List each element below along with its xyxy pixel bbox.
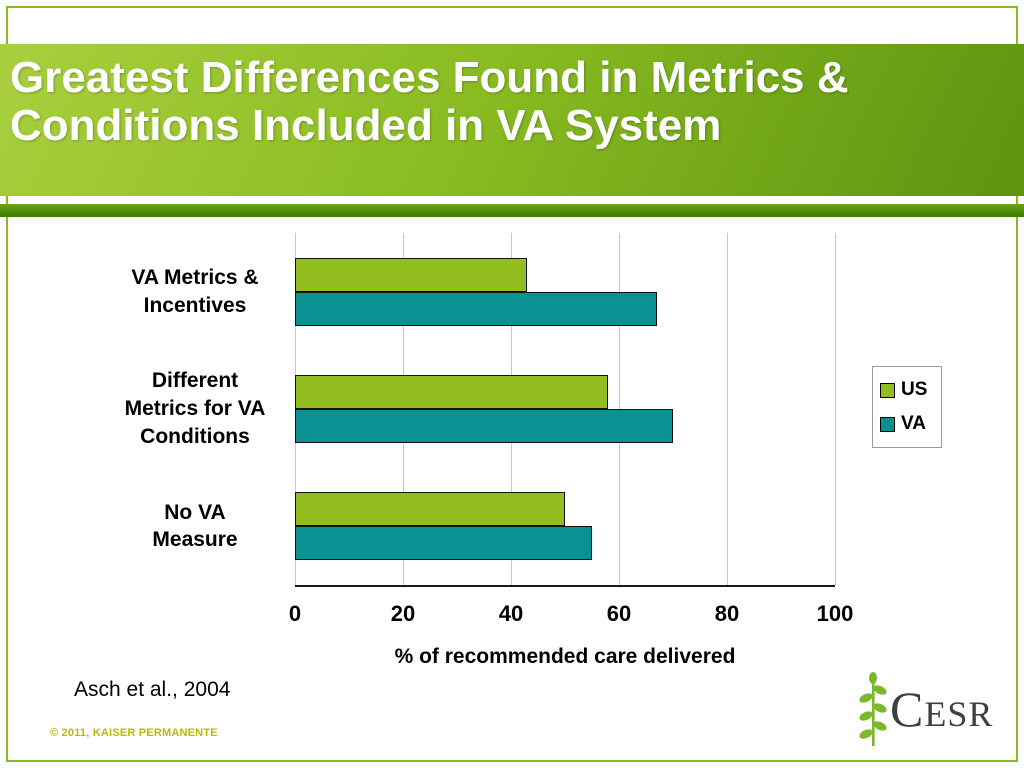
copyright-text: © 2011, KAISER PERMANENTE bbox=[50, 727, 218, 739]
logo-text: CESR bbox=[890, 681, 994, 737]
gridline bbox=[835, 233, 836, 585]
x-tick-label: 40 bbox=[498, 601, 524, 626]
bar-group bbox=[295, 233, 835, 350]
slide-title: Greatest Differences Found in Metrics & … bbox=[10, 53, 849, 150]
x-tick-label: 20 bbox=[390, 601, 416, 626]
source-citation: Asch et al., 2004 bbox=[74, 678, 231, 701]
bar-us bbox=[295, 492, 565, 527]
legend-swatch-us bbox=[880, 382, 895, 398]
category-label: Different Metrics for VA Conditions bbox=[124, 369, 266, 448]
category-label: No VA Measure bbox=[152, 500, 238, 552]
category-label: VA Metrics & Incentives bbox=[131, 265, 259, 317]
bar-group bbox=[295, 350, 835, 467]
legend-label: US bbox=[901, 379, 928, 400]
x-axis-ticks: 0 20 40 60 80 100 bbox=[289, 601, 853, 627]
legend-item: VA bbox=[880, 413, 941, 435]
x-tick-label: 0 bbox=[288, 601, 302, 626]
legend-item: US bbox=[880, 379, 941, 401]
leaf-icon bbox=[859, 672, 887, 746]
header-band: Greatest Differences Found in Metrics & … bbox=[0, 44, 1024, 196]
gridline bbox=[727, 233, 728, 585]
legend-box: US VA bbox=[872, 366, 942, 448]
header-divider bbox=[0, 204, 1024, 217]
x-tick-label: 100 bbox=[816, 601, 854, 626]
cesr-logo: CESR bbox=[858, 670, 993, 748]
bar-us bbox=[295, 257, 528, 292]
bar-va bbox=[295, 408, 673, 443]
plot-area bbox=[295, 233, 836, 587]
bar-us bbox=[295, 374, 609, 409]
category-labels: VA Metrics & Incentives Different Metrics… bbox=[100, 233, 290, 585]
bar-group bbox=[295, 468, 835, 585]
x-axis-title: % of recommended care delivered bbox=[394, 645, 736, 668]
bars-container bbox=[295, 233, 835, 585]
legend-label: VA bbox=[901, 413, 926, 434]
bar-va bbox=[295, 526, 592, 561]
bar-va bbox=[295, 291, 657, 326]
x-tick-label: 60 bbox=[606, 601, 632, 626]
slide-border bbox=[6, 6, 1018, 762]
x-tick-label: 80 bbox=[714, 601, 740, 626]
legend-swatch-va bbox=[880, 416, 895, 432]
